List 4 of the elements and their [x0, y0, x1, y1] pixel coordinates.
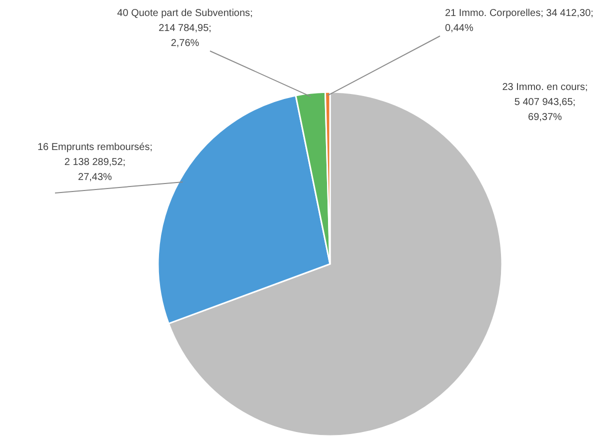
slice-label: 16 Emprunts remboursés; 2 138 289,52; 27,43%: [37, 142, 153, 183]
slice-label: 23 Immo. en cours; 5 407 943,65; 69,37%: [502, 82, 588, 123]
slice-label: 21 Immo. Corporelles; 34 412,30; 0,44%: [445, 8, 594, 34]
slice-label: 40 Quote part de Subventions; 214 784,95; 2,76%: [117, 8, 253, 49]
